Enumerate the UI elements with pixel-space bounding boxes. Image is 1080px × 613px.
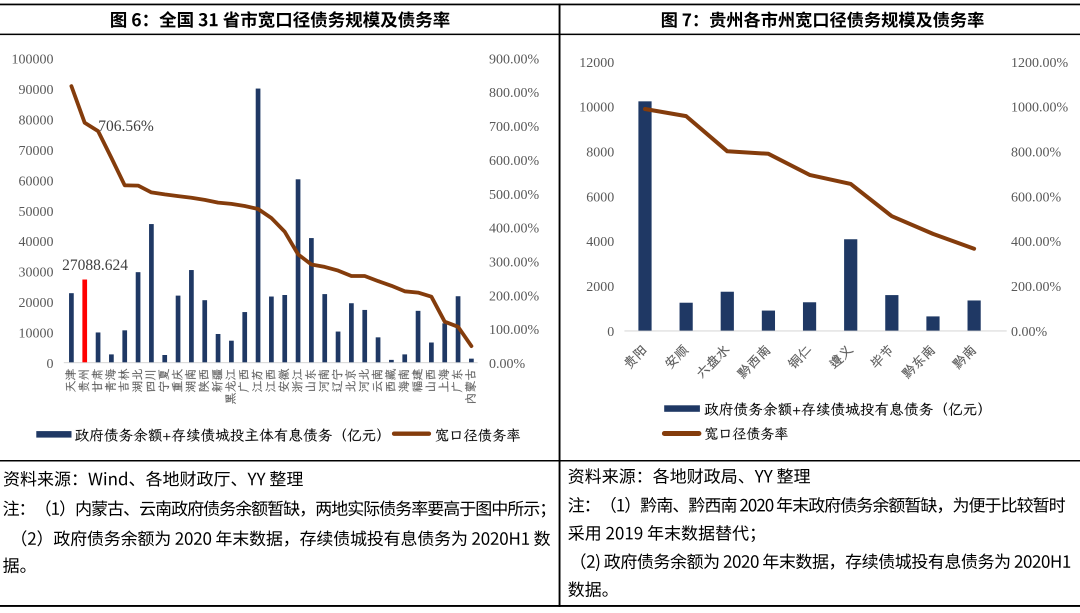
svg-text:80000: 80000 <box>19 113 54 128</box>
svg-text:8000: 8000 <box>586 146 614 161</box>
svg-text:4000: 4000 <box>586 235 614 250</box>
svg-text:50000: 50000 <box>19 205 54 220</box>
svg-text:70000: 70000 <box>19 144 54 159</box>
svg-text:10000: 10000 <box>19 327 54 342</box>
svg-text:900.00%: 900.00% <box>489 52 540 67</box>
svg-text:200.00%: 200.00% <box>1011 280 1062 295</box>
svg-text:0: 0 <box>47 357 54 372</box>
svg-text:1000.00%: 1000.00% <box>1011 101 1069 116</box>
svg-text:0: 0 <box>607 325 614 340</box>
svg-text:800.00%: 800.00% <box>489 86 540 101</box>
svg-text:20000: 20000 <box>19 296 54 311</box>
svg-text:400.00%: 400.00% <box>1011 235 1062 250</box>
svg-text:30000: 30000 <box>19 266 54 281</box>
svg-text:100.00%: 100.00% <box>489 323 540 338</box>
svg-text:800.00%: 800.00% <box>1011 146 1062 161</box>
svg-text:27088.624: 27088.624 <box>62 257 128 274</box>
svg-text:700.00%: 700.00% <box>489 120 540 135</box>
svg-text:60000: 60000 <box>19 174 54 189</box>
svg-text:12000: 12000 <box>579 56 614 71</box>
svg-text:0.00%: 0.00% <box>489 357 526 372</box>
svg-text:90000: 90000 <box>19 83 54 98</box>
svg-text:6000: 6000 <box>586 190 614 205</box>
svg-text:0.00%: 0.00% <box>1011 325 1048 340</box>
svg-text:600.00%: 600.00% <box>1011 190 1062 205</box>
svg-text:2000: 2000 <box>586 280 614 295</box>
svg-text:400.00%: 400.00% <box>489 222 540 237</box>
svg-text:1200.00%: 1200.00% <box>1011 56 1069 71</box>
svg-text:40000: 40000 <box>19 235 54 250</box>
svg-text:100000: 100000 <box>12 53 54 68</box>
svg-text:10000: 10000 <box>579 101 614 116</box>
svg-text:300.00%: 300.00% <box>489 255 540 270</box>
svg-text:200.00%: 200.00% <box>489 289 540 304</box>
svg-text:600.00%: 600.00% <box>489 154 540 169</box>
svg-text:706.56%: 706.56% <box>98 118 154 135</box>
svg-text:500.00%: 500.00% <box>489 188 540 203</box>
